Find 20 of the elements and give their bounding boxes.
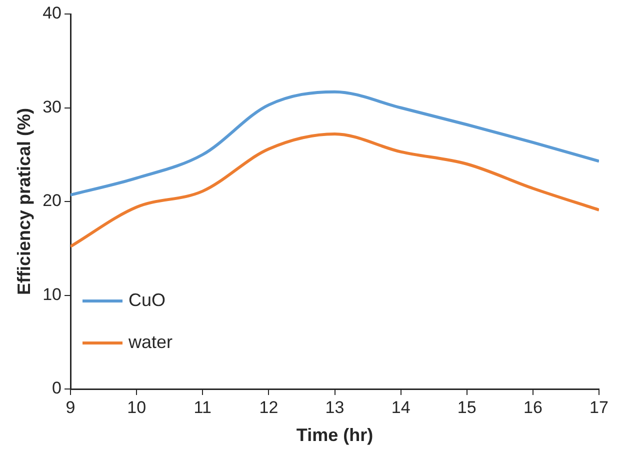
legend-label: water	[128, 332, 173, 352]
x-axis-title: Time (hr)	[296, 425, 374, 446]
x-tick-label: 15	[457, 398, 476, 417]
y-tick-label: 30	[42, 97, 62, 116]
x-tick-label: 13	[325, 398, 344, 417]
line-series	[70, 132, 599, 248]
y-tick-label: 20	[42, 191, 62, 210]
x-tick-label: 12	[259, 398, 278, 417]
y-tick-label: 0	[52, 378, 62, 398]
x-tick-label: 9	[66, 398, 76, 417]
x-tick-label: 11	[194, 398, 212, 417]
y-tick-label: 40	[42, 4, 62, 23]
legend-label: CuO	[128, 290, 166, 310]
y-tick-label: 10	[42, 284, 62, 304]
x-tick-label: 10	[127, 398, 146, 417]
x-tick-label: 14	[391, 398, 410, 417]
x-tick-label: 16	[523, 398, 542, 417]
line-series	[70, 90, 599, 196]
x-tick-label: 17	[590, 398, 608, 417]
y-axis-title: Efficiency pratical (%)	[14, 108, 34, 296]
